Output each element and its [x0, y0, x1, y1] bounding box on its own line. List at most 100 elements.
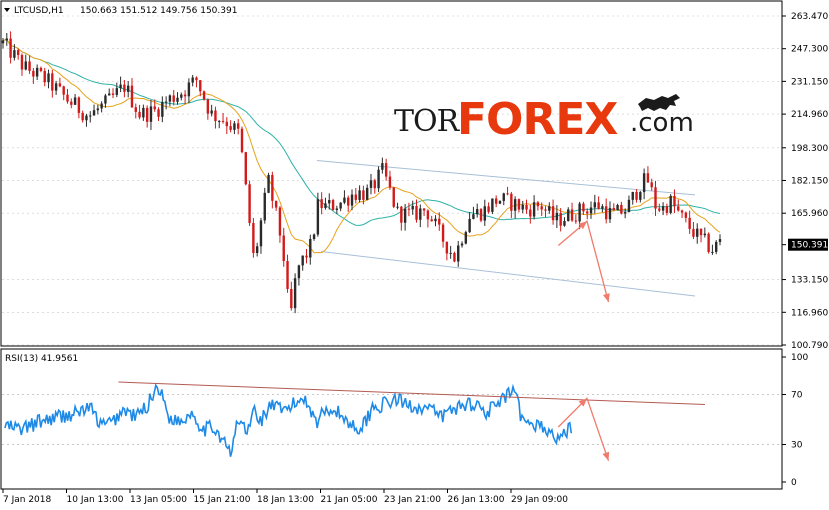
candle-body	[422, 208, 426, 211]
candle-body	[96, 108, 100, 111]
candle-body	[688, 217, 691, 229]
candle-body	[267, 174, 270, 193]
candle-body	[669, 195, 672, 213]
candle-body	[218, 120, 221, 122]
time-tick-label: 7 Jan 2018	[3, 495, 51, 505]
candle-body	[529, 209, 532, 217]
rsi-forecast-arrows	[557, 397, 610, 462]
candle-body	[627, 199, 631, 213]
price-tick-label: 247.300	[791, 45, 828, 55]
candle-body	[586, 211, 589, 214]
forecast-arrowhead	[602, 293, 610, 303]
time-tick-label: 13 Jan 05:00	[130, 495, 187, 505]
candle-body	[195, 77, 198, 81]
candle-body	[574, 220, 578, 222]
forecast-arrowhead	[578, 221, 587, 230]
candle-body	[711, 251, 714, 253]
bull-icon	[638, 94, 680, 111]
candle-body	[47, 73, 50, 83]
candle-body	[593, 202, 597, 208]
candle-body	[221, 120, 225, 122]
candle-body	[506, 193, 509, 195]
candle-body	[161, 101, 164, 117]
candle-body	[658, 208, 661, 211]
candle-body	[316, 199, 320, 235]
candle-body	[457, 245, 460, 262]
candle-body	[464, 232, 468, 244]
candle-body	[354, 194, 358, 200]
candle-body	[89, 115, 92, 117]
price-tick-label: 100.790	[791, 341, 828, 351]
candle-body	[487, 206, 490, 212]
ma-slow-line	[2, 38, 721, 226]
candle-body	[278, 207, 282, 236]
candle-body	[381, 163, 384, 170]
rsi-line	[4, 383, 573, 457]
candle-body	[183, 94, 187, 97]
candle-body	[100, 103, 103, 109]
candle-body	[589, 207, 593, 214]
moving-averages	[2, 38, 721, 254]
candle-body	[210, 110, 213, 114]
candle-body	[384, 163, 388, 177]
candle-body	[293, 278, 297, 309]
price-candles	[1, 31, 722, 314]
candle-body	[297, 265, 301, 279]
candle-body	[612, 207, 615, 211]
candle-body	[70, 101, 73, 105]
candle-body	[347, 197, 350, 206]
candle-body	[616, 204, 619, 211]
candle-body	[1, 40, 5, 44]
candle-body	[555, 212, 559, 221]
candle-body	[244, 152, 247, 185]
time-tick-label: 10 Jan 13:00	[67, 495, 124, 505]
candle-body	[142, 107, 145, 118]
candle-body	[111, 93, 115, 95]
candle-body	[32, 70, 35, 77]
candle-body	[468, 218, 471, 233]
candle-body	[309, 238, 312, 258]
forecast-arrowhead	[602, 451, 610, 461]
rsi-tick-label: 70	[791, 391, 803, 401]
candle-body	[441, 224, 445, 242]
candle-body	[373, 180, 376, 189]
candle-body	[168, 95, 172, 102]
candle-body	[145, 107, 149, 122]
candle-body	[149, 106, 153, 122]
candle-body	[104, 95, 107, 104]
logo-com-text: .com	[630, 108, 694, 138]
candle-body	[343, 197, 346, 203]
candle-body	[403, 208, 407, 223]
price-tick-label: 231.150	[791, 77, 828, 87]
candle-body	[13, 50, 16, 58]
candle-body	[24, 61, 27, 70]
candle-body	[187, 82, 191, 97]
price-tick-label: 133.150	[791, 276, 828, 286]
candle-body	[290, 288, 293, 309]
candle-body	[654, 187, 657, 209]
candle-body	[635, 191, 638, 200]
time-tick-label: 21 Jan 05:00	[321, 495, 378, 505]
price-forecast-line	[557, 220, 610, 303]
candle-body	[430, 219, 433, 222]
candle-body	[494, 198, 498, 204]
candle-body	[578, 203, 581, 222]
candle-body	[66, 94, 69, 102]
candle-body	[707, 233, 710, 253]
candle-body	[400, 206, 403, 223]
candle-body	[642, 173, 646, 193]
candle-body	[274, 200, 278, 208]
candle-body	[502, 193, 505, 201]
candle-body	[191, 77, 194, 83]
candle-body	[460, 243, 464, 246]
candle-body	[350, 194, 354, 206]
price-tick-label: 165.960	[791, 209, 828, 219]
candle-body	[320, 199, 323, 209]
symbol-dropdown-icon[interactable]	[4, 8, 10, 12]
rsi-tick-label: 30	[791, 441, 803, 451]
candle-body	[206, 99, 210, 114]
candle-body	[567, 209, 570, 222]
candle-body	[703, 233, 707, 236]
candle-body	[665, 206, 669, 213]
